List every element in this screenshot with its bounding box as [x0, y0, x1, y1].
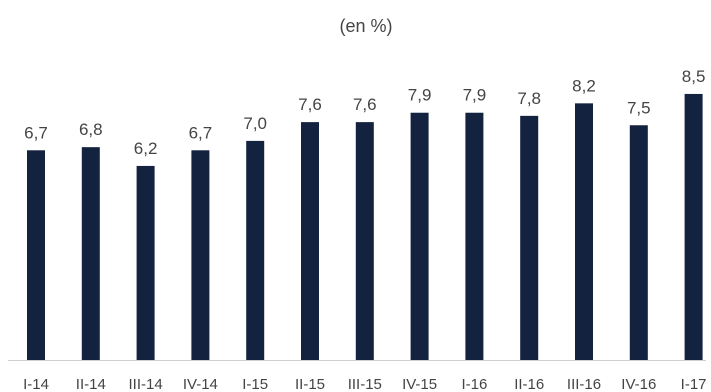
x-tick-I-15: I-15 — [242, 376, 268, 392]
data-label-IV-15: 7,9 — [408, 86, 432, 105]
x-tick-III-14: III-14 — [129, 376, 163, 392]
x-tick-II-14: II-14 — [76, 376, 106, 392]
bar-IV-15 — [410, 112, 429, 360]
x-tick-labels-group: I-14 II-14 III-14 IV-14 I-15 II-15 III-15 IV-15… — [23, 376, 706, 392]
data-label-I-15: 7,0 — [243, 114, 267, 133]
x-tick-IV-14: IV-14 — [183, 376, 218, 392]
data-label-I-14: 6,7 — [24, 123, 48, 142]
data-label-II-14: 6,8 — [79, 120, 103, 139]
data-label-III-14: 6,2 — [134, 139, 158, 158]
x-tick-II-15: II-15 — [295, 376, 325, 392]
bar-II-16 — [520, 115, 539, 360]
x-tick-III-16: III-16 — [567, 376, 601, 392]
bar-IV-16 — [629, 125, 648, 360]
bar-III-15 — [355, 122, 374, 361]
bar-IV-14 — [191, 150, 210, 360]
data-label-IV-14: 6,7 — [189, 123, 213, 142]
x-tick-I-14: I-14 — [23, 376, 49, 392]
bar-I-16 — [465, 112, 484, 360]
data-label-III-16: 8,2 — [572, 76, 596, 95]
x-tick-IV-16: IV-16 — [621, 376, 656, 392]
data-label-III-15: 7,6 — [353, 95, 377, 114]
chart-subtitle: (en %) — [339, 16, 392, 36]
x-tick-IV-15: IV-15 — [402, 376, 437, 392]
data-label-I-16: 7,9 — [463, 86, 487, 105]
bar-II-14 — [81, 147, 100, 360]
bar-I-14 — [27, 150, 45, 360]
data-label-II-15: 7,6 — [298, 95, 322, 114]
data-label-IV-16: 7,5 — [627, 98, 651, 117]
bar-III-16 — [575, 103, 593, 360]
bar-II-15 — [301, 122, 319, 361]
data-label-II-16: 7,8 — [517, 89, 541, 108]
bar-III-14 — [136, 165, 155, 360]
bar-I-15 — [246, 140, 265, 360]
x-tick-II-16: II-16 — [514, 376, 544, 392]
x-tick-III-15: III-15 — [348, 376, 382, 392]
data-label-I-17: 8,5 — [682, 67, 706, 86]
data-labels-group: 6,7 6,8 6,2 6,7 7,0 7,6 7,6 7,9 7,9 7,8 8,2 7,5 8,5 — [24, 67, 705, 158]
x-tick-I-17: I-17 — [681, 376, 707, 392]
bar-I-17 — [684, 93, 703, 360]
x-tick-I-16: I-16 — [461, 376, 487, 392]
bars-group — [27, 93, 703, 361]
